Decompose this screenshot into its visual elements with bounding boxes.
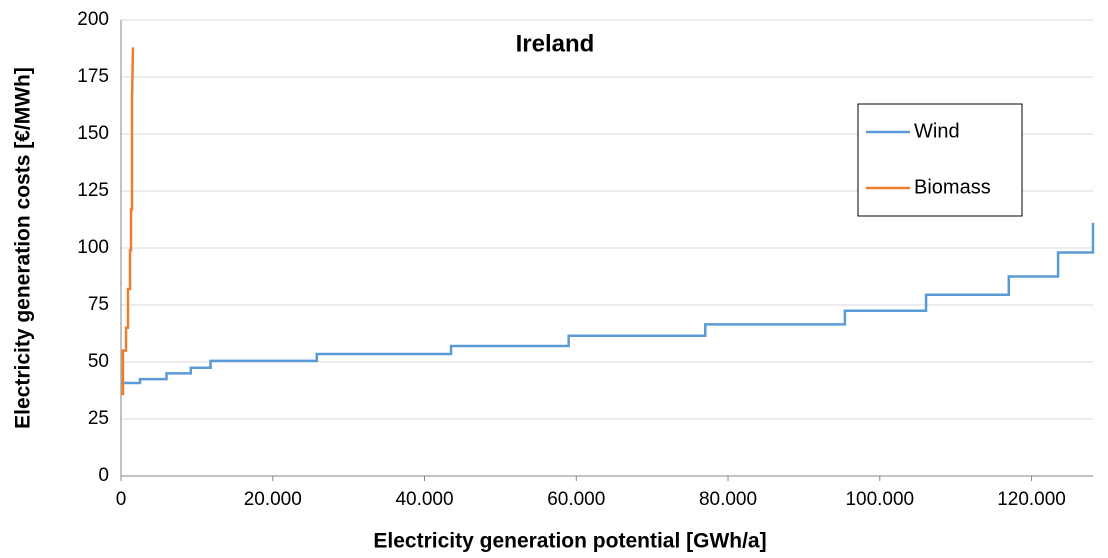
y-axis-title: Electricity generation costs [€/MWh] <box>12 67 35 429</box>
y-tick-label: 125 <box>77 180 109 201</box>
y-tick-label: 150 <box>77 123 109 144</box>
x-tick-label: 20.000 <box>244 489 302 510</box>
y-tick-label: 25 <box>88 408 109 429</box>
x-tick-label: 0 <box>116 489 127 510</box>
y-tick-label: 200 <box>77 9 109 30</box>
x-tick-label: 40.000 <box>395 489 453 510</box>
series-line <box>121 47 135 396</box>
y-tick-label: 175 <box>77 66 109 87</box>
y-tick-label: 75 <box>88 294 109 315</box>
legend-label: Wind <box>914 120 960 142</box>
legend-box <box>857 103 1023 217</box>
x-tick-label: 120.000 <box>997 489 1066 510</box>
x-axis-title: Electricity generation potential [GWh/a] <box>373 530 766 553</box>
y-tick-label: 100 <box>77 237 109 258</box>
series-line <box>121 222 1095 385</box>
x-tick-label: 100.000 <box>845 489 914 510</box>
y-tick-label: 50 <box>88 351 109 372</box>
chart-title: Ireland <box>516 30 595 57</box>
legend-label: Biomass <box>914 176 991 198</box>
x-tick-label: 60.000 <box>547 489 605 510</box>
y-tick-label: 0 <box>98 465 109 486</box>
x-tick-label: 80.000 <box>699 489 757 510</box>
